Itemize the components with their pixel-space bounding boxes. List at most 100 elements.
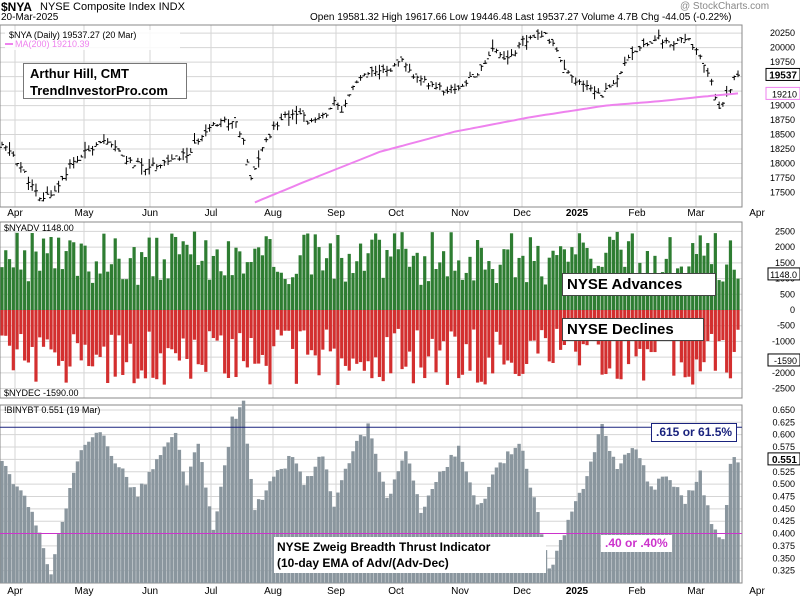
advances-bar <box>72 242 76 310</box>
last-price-label: 19537 <box>769 70 797 81</box>
declines-bar <box>502 310 506 365</box>
declines-bar <box>392 310 397 334</box>
declines-bar <box>102 310 106 347</box>
advances-bar <box>275 271 280 310</box>
advances-bar <box>321 270 325 310</box>
advances-bar <box>434 268 438 310</box>
advances-bar <box>370 239 374 310</box>
declines-bar <box>332 310 336 349</box>
p3-month-label: Apr <box>749 586 765 597</box>
advances-bar <box>449 232 453 310</box>
declines-bar <box>551 310 555 363</box>
declines-bar <box>385 310 389 338</box>
zbt-bar <box>324 469 329 583</box>
declines-bar <box>449 310 453 332</box>
advances-bar <box>124 279 129 310</box>
advances-bar <box>260 255 265 310</box>
declines-bar <box>57 310 61 366</box>
advances-bar <box>559 246 563 310</box>
advances-bar <box>521 255 525 310</box>
zbt-bar <box>626 453 631 583</box>
zbt-bar <box>638 458 642 583</box>
zbt-bar <box>226 446 231 583</box>
lower-level-label: .40 or .40% <box>601 535 672 552</box>
zbt-bar <box>351 451 355 583</box>
advances-bar <box>442 251 446 310</box>
declines-bar <box>200 310 204 365</box>
zbt-bar <box>185 485 189 583</box>
advances-bar <box>377 239 382 310</box>
zbt-bar <box>449 454 453 583</box>
declines-bar <box>438 310 442 351</box>
declines-bar <box>400 310 404 370</box>
advances-bar <box>223 275 227 310</box>
advances-bar <box>136 284 140 310</box>
declines-bar <box>162 310 166 385</box>
advances-bar <box>389 256 393 310</box>
zbt-bar <box>102 435 106 583</box>
zbt-bar <box>400 460 404 583</box>
zbt-bar <box>672 486 676 583</box>
p1-month-label: Dec <box>513 208 531 219</box>
zbt-bar <box>173 432 178 583</box>
advances-bar <box>555 255 559 310</box>
declines-bar <box>117 310 121 336</box>
zbt-bar <box>105 446 110 583</box>
declines-bar <box>124 310 129 363</box>
advances-bar <box>264 236 268 310</box>
zbt-bar <box>407 463 412 583</box>
declines-bar <box>189 310 193 379</box>
declines-bar <box>219 310 223 336</box>
zbt-bar <box>623 454 627 583</box>
declines-bar <box>411 310 416 384</box>
zbt-bar <box>68 488 72 583</box>
declines-bar <box>513 310 517 374</box>
declines-bar <box>457 310 461 379</box>
p1-month-label: Sep <box>327 208 345 219</box>
advances-bar <box>445 276 449 310</box>
quote-summary: Open 19581.32 High 19617.66 Low 19446.48… <box>310 12 732 23</box>
advances-bar <box>132 247 136 310</box>
declines-bar <box>381 310 385 382</box>
advances-bar <box>98 273 102 310</box>
declines-bar <box>253 310 257 364</box>
advances-bar <box>528 237 533 310</box>
ma-value-tag <box>765 86 800 100</box>
declines-bar <box>525 310 529 364</box>
declines-annotation: NYSE Declines <box>562 318 704 341</box>
advances-bar <box>30 233 34 310</box>
advances-bar <box>158 279 163 310</box>
zbt-bar <box>456 445 461 583</box>
advances-bar <box>196 264 200 310</box>
declines-bar <box>75 310 80 344</box>
declines-bar <box>370 310 374 379</box>
zbt-bar <box>87 441 91 583</box>
advances-bar <box>487 261 491 310</box>
declines-bar <box>177 310 181 361</box>
declines-bar <box>275 310 280 330</box>
zbt-bar <box>460 461 465 583</box>
zbt-bar <box>245 443 250 583</box>
zbt-bar <box>490 474 495 583</box>
declines-bar <box>506 310 510 361</box>
zbt-bar <box>706 505 710 583</box>
zbt-bar <box>494 467 499 583</box>
advances-bar <box>347 253 351 310</box>
advances-bar <box>287 284 291 310</box>
advances-bar <box>151 276 155 310</box>
p1-y-tick: 18750 <box>770 115 795 125</box>
declines-bar <box>30 310 34 347</box>
zbt-bar <box>75 461 80 583</box>
zbt-bar <box>64 508 68 583</box>
exchange: INDX <box>158 1 185 13</box>
advances-bar <box>19 269 23 310</box>
declines-bar <box>79 310 83 361</box>
p3-month-label: Mar <box>687 586 705 597</box>
p3-month-label: Oct <box>388 586 404 597</box>
p1-month-label: Mar <box>687 208 705 219</box>
zbt-bar <box>509 454 514 583</box>
zbt-bar <box>241 400 246 583</box>
advances-bar <box>517 257 521 310</box>
advances-bar <box>540 276 544 310</box>
p3-y-tick: 0.575 <box>772 442 795 452</box>
